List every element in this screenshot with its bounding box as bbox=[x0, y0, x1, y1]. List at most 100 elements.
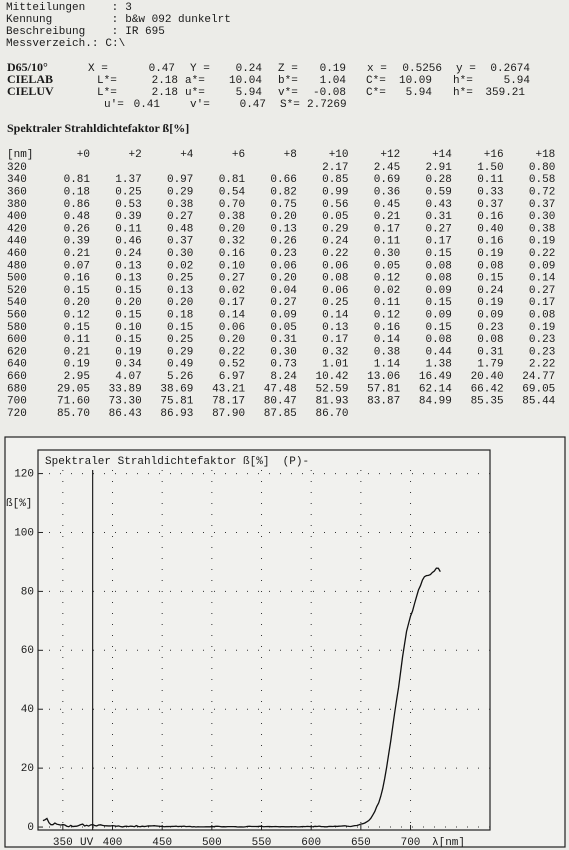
y-tick-label: 80 bbox=[21, 586, 34, 598]
field-value: 0.47 bbox=[149, 63, 175, 75]
table-cell: 0.59 bbox=[425, 187, 451, 199]
table-cell: 38.69 bbox=[160, 383, 193, 395]
header-line: Kennung : b&w 092 dunkelrt bbox=[6, 14, 231, 26]
field-value: 1.04 bbox=[320, 75, 347, 87]
table-cell: 0.13 bbox=[322, 322, 348, 334]
field-name: h*= bbox=[453, 75, 473, 87]
table-cell: 0.75 bbox=[270, 199, 296, 211]
table-header: +2 bbox=[128, 149, 141, 161]
table-cell: 0.06 bbox=[219, 322, 245, 334]
row-label: 380 bbox=[7, 199, 27, 211]
field-value: 0.2674 bbox=[490, 63, 530, 75]
table-cell: 85.35 bbox=[471, 396, 504, 408]
row-label: 720 bbox=[7, 408, 27, 420]
table-cell: 1.14 bbox=[374, 359, 401, 371]
table-cell: 0.15 bbox=[425, 248, 451, 260]
field-name: v*= bbox=[278, 87, 298, 99]
table-cell: 0.46 bbox=[115, 236, 141, 248]
table-cell: 0.13 bbox=[270, 223, 296, 235]
table-header: +10 bbox=[329, 149, 349, 161]
field-value: 2.18 bbox=[152, 75, 178, 87]
table-cell: 0.19 bbox=[529, 236, 555, 248]
field-value: 0.41 bbox=[134, 99, 161, 111]
field-name: v'= bbox=[190, 99, 210, 111]
table-cell: 0.20 bbox=[167, 297, 193, 309]
header-label: Messverzeich.: bbox=[6, 38, 98, 50]
table-cell: 85.70 bbox=[57, 408, 90, 420]
table-cell: 0.08 bbox=[529, 310, 555, 322]
table-cell: 0.25 bbox=[115, 187, 141, 199]
table-cell: 0.82 bbox=[270, 187, 296, 199]
table-cell: 0.20 bbox=[270, 273, 296, 285]
x-tick-label: 600 bbox=[301, 837, 321, 849]
table-cell: 29.05 bbox=[57, 383, 90, 395]
field-value: -0.08 bbox=[313, 87, 346, 99]
table-cell: 0.08 bbox=[425, 334, 451, 346]
table-cell: 0.29 bbox=[322, 223, 348, 235]
field-name: x = bbox=[367, 63, 387, 75]
chart-box bbox=[4, 436, 566, 848]
table-cell: 0.29 bbox=[167, 187, 193, 199]
x-tick-label: 450 bbox=[152, 837, 172, 849]
spectrum-line bbox=[42, 567, 441, 828]
table-cell: 0.02 bbox=[374, 285, 400, 297]
field-name: h*= bbox=[453, 87, 473, 99]
table-cell: 0.04 bbox=[270, 285, 297, 297]
table-cell: 0.20 bbox=[270, 211, 296, 223]
table-cell: 0.19 bbox=[529, 322, 555, 334]
header-line: Messverzeich.: C:\ bbox=[6, 38, 125, 50]
table-cell: 0.09 bbox=[270, 310, 296, 322]
field-name: L*= bbox=[97, 87, 117, 99]
table-cell: 0.24 bbox=[322, 236, 349, 248]
field-name: S*= bbox=[280, 99, 300, 111]
table-cell: 0.11 bbox=[64, 334, 91, 346]
field-name: C*= bbox=[366, 87, 386, 99]
table-cell: 0.70 bbox=[219, 199, 245, 211]
table-cell: 0.08 bbox=[477, 334, 503, 346]
table-cell: 2.91 bbox=[425, 162, 452, 174]
colorimetry-label: CIELUV bbox=[7, 84, 54, 98]
field-name: u'= bbox=[104, 99, 124, 111]
table-cell: 0.14 bbox=[322, 310, 349, 322]
table-cell: 0.27 bbox=[425, 223, 451, 235]
field-value: 2.7269 bbox=[307, 99, 347, 111]
table-cell: 71.60 bbox=[57, 396, 90, 408]
row-label: 520 bbox=[7, 285, 27, 297]
table-cell: 0.31 bbox=[270, 334, 297, 346]
plot-frame bbox=[37, 449, 491, 831]
table-cell: 13.06 bbox=[367, 371, 400, 383]
field-name: y = bbox=[456, 63, 476, 75]
table-cell: 0.66 bbox=[270, 174, 296, 186]
table-cell: 84.99 bbox=[419, 396, 452, 408]
table-header: +16 bbox=[484, 149, 504, 161]
table-cell: 0.38 bbox=[529, 223, 555, 235]
table-cell: 0.81 bbox=[219, 174, 246, 186]
table-cell: 0.23 bbox=[529, 346, 555, 358]
table-cell: 0.73 bbox=[270, 359, 296, 371]
table-cell: 87.90 bbox=[212, 408, 245, 420]
table-header: +14 bbox=[432, 149, 452, 161]
table-cell: 0.28 bbox=[425, 174, 451, 186]
row-label: 320 bbox=[7, 162, 27, 174]
table-cell: 0.20 bbox=[219, 334, 245, 346]
header-label: Beschreibung : bbox=[6, 26, 118, 38]
row-label: 700 bbox=[7, 396, 27, 408]
table-cell: 0.37 bbox=[167, 236, 193, 248]
table-cell: 0.27 bbox=[529, 285, 555, 297]
table-cell: 0.37 bbox=[529, 199, 555, 211]
field-value: 0.47 bbox=[240, 99, 266, 111]
table-cell: 0.33 bbox=[477, 187, 503, 199]
table-cell: 0.58 bbox=[529, 174, 555, 186]
table-cell: 0.32 bbox=[322, 346, 348, 358]
table-cell: 0.17 bbox=[425, 236, 451, 248]
table-cell: 0.08 bbox=[425, 260, 451, 272]
table-cell: 0.15 bbox=[167, 322, 193, 334]
table-cell: 0.19 bbox=[115, 346, 141, 358]
field-value: 0.24 bbox=[236, 63, 263, 75]
table-cell: 0.09 bbox=[529, 260, 555, 272]
table-title: Spektraler Strahldichtefaktor ß[%] bbox=[7, 121, 189, 135]
table-cell: 0.13 bbox=[115, 260, 141, 272]
table-cell: 0.34 bbox=[115, 359, 142, 371]
table-cell: 0.72 bbox=[529, 187, 555, 199]
table-cell: 0.19 bbox=[477, 248, 503, 260]
